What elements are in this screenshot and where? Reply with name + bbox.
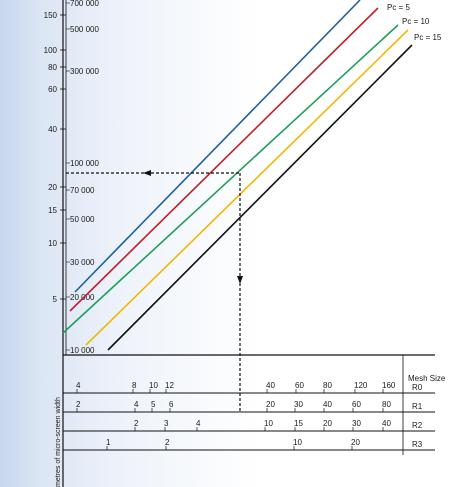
left-axis-tick-label: 60 (48, 85, 57, 94)
guide-arrow-down (237, 276, 243, 284)
left-axis-tick-label: 80 (48, 63, 57, 72)
mesh-tick-label: 30 (352, 419, 361, 428)
mesh-tick-label: 2 (76, 400, 81, 409)
count-axis-tick-label: 700 000 (70, 0, 99, 8)
mesh-tick-label: 12 (165, 381, 174, 390)
series-label: Pc = 15 (414, 33, 442, 42)
left-axis-tick-label: 5 (53, 295, 58, 304)
mesh-tick-label: 40 (382, 419, 391, 428)
series-line-2 (69, 7, 379, 312)
series-line-4 (85, 29, 409, 346)
mesh-tick-label: 4 (196, 419, 201, 428)
mesh-tick-label: 30 (294, 400, 303, 409)
mesh-tick-label: 4 (134, 400, 139, 409)
mesh-row-label: R2 (412, 421, 423, 430)
mesh-tick-label: 2 (134, 419, 139, 428)
count-axis-tick-label: 300 000 (70, 67, 99, 76)
mesh-tick-label: 160 (382, 381, 396, 390)
left-axis-tick-label: 20 (48, 183, 57, 192)
mesh-tick-label: 4 (76, 381, 81, 390)
mesh-tick-label: 6 (169, 400, 174, 409)
count-axis-tick-label: 10 000 (70, 346, 95, 355)
count-axis-tick-label: 30 000 (70, 258, 95, 267)
count-axis-tick-label: 50 000 (70, 215, 95, 224)
mesh-tick-label: 20 (323, 419, 332, 428)
count-axis-tick-label: 500 000 (70, 25, 99, 34)
mesh-tick-label: 40 (266, 381, 275, 390)
mesh-tick-label: 120 (354, 381, 368, 390)
mesh-tick-label: 20 (266, 400, 275, 409)
y-axis-label: metres of micro-screen width (55, 397, 62, 487)
mesh-tick-label: 20 (351, 438, 360, 447)
mesh-tick-label: 60 (295, 381, 304, 390)
mesh-tick-label: 80 (323, 381, 332, 390)
series-line-3 (62, 24, 399, 334)
series-line-1 (74, 0, 361, 293)
mesh-row-label: R1 (412, 402, 423, 411)
mesh-tick-label: 10 (149, 381, 158, 390)
mesh-tick-label: 1 (106, 438, 111, 447)
series-label: Pc = 5 (387, 3, 410, 12)
left-axis-tick-label: 10 (48, 239, 57, 248)
left-axis-tick-label: 40 (48, 125, 57, 134)
mesh-tick-label: 40 (323, 400, 332, 409)
mesh-tick-label: 15 (294, 419, 303, 428)
guide-arrow-left (143, 170, 151, 176)
mesh-row-label: R0 (412, 383, 423, 392)
mesh-tick-label: 80 (382, 400, 391, 409)
series-label: Pc = 10 (402, 17, 430, 26)
left-axis-tick-label: 100 (44, 46, 58, 55)
mesh-tick-label: 10 (264, 419, 273, 428)
mesh-tick-label: 2 (165, 438, 170, 447)
mesh-tick-label: 8 (132, 381, 137, 390)
mesh-tick-label: 10 (293, 438, 302, 447)
left-axis-tick-label: 150 (44, 11, 58, 20)
mesh-tick-label: 60 (352, 400, 361, 409)
mesh-row-label: R3 (412, 440, 423, 449)
count-axis-tick-label: 20 000 (70, 293, 95, 302)
left-axis-tick-label: 15 (48, 206, 57, 215)
count-axis-tick-label: 70 000 (70, 186, 95, 195)
mesh-size-header: Mesh Size (408, 374, 446, 383)
mesh-tick-label: 5 (151, 400, 156, 409)
count-axis-tick-label: 100 000 (70, 159, 99, 168)
series-line-5 (107, 44, 413, 351)
mesh-tick-label: 3 (164, 419, 169, 428)
